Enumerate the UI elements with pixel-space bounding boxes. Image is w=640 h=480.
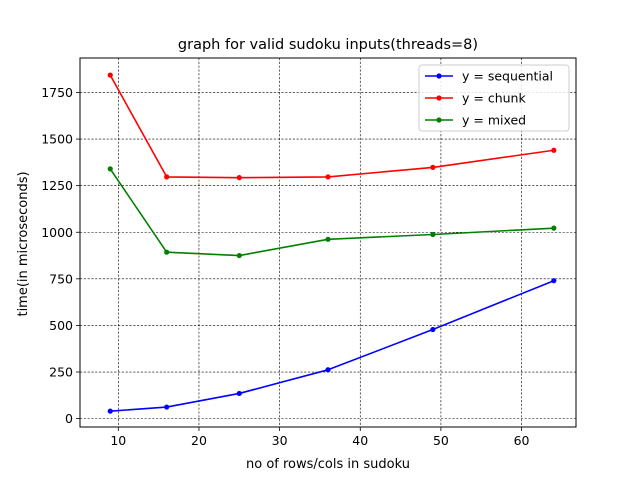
data-point-chunk	[430, 164, 436, 170]
y-tick-label: 1250	[41, 178, 73, 193]
data-point-sequential	[236, 390, 242, 397]
x-axis-label: no of rows/cols in sudoku	[246, 457, 410, 472]
x-tick-label: 50	[433, 433, 449, 448]
series-line-chunk	[109, 74, 554, 179]
data-point-mixed	[325, 236, 331, 242]
data-point-sequential	[107, 408, 113, 414]
series-layer	[107, 72, 557, 414]
x-tick-label: 10	[110, 433, 126, 448]
x-tick-label: 20	[191, 433, 207, 448]
y-tick-label: 500	[49, 318, 73, 333]
data-point-mixed	[164, 249, 170, 255]
data-point-chunk	[236, 175, 242, 181]
data-point-chunk	[551, 147, 557, 153]
y-tick-label: 1750	[41, 85, 73, 100]
series-line-sequential	[110, 279, 555, 412]
series-mixed	[107, 166, 557, 259]
legend-label: y = chunk	[462, 91, 526, 106]
x-tick-label: 40	[352, 433, 368, 448]
chart-title: graph for valid sudoku inputs(threads=8)	[178, 37, 478, 53]
data-point-sequential	[430, 326, 436, 333]
series-sequential	[107, 278, 557, 414]
data-point-mixed	[236, 252, 242, 259]
data-point-chunk	[325, 174, 331, 180]
data-point-chunk	[107, 72, 113, 78]
y-tick-label: 250	[49, 365, 73, 380]
data-point-sequential	[164, 404, 170, 410]
legend-label: y = sequential	[462, 69, 553, 84]
legend-item-sequential: y = sequential	[425, 69, 553, 84]
legend-box	[418, 64, 570, 132]
data-point-chunk	[164, 174, 170, 180]
legend-swatch-marker	[436, 73, 442, 79]
legend-item-chunk: y = chunk	[425, 91, 526, 106]
y-tick-label: 1000	[41, 225, 73, 240]
grid-lines	[80, 58, 576, 427]
legend-item-mixed: y = mixed	[425, 113, 526, 128]
axes-frame	[79, 57, 577, 428]
y-tick-label: 1500	[41, 132, 73, 147]
data-point-mixed	[107, 166, 113, 172]
series-line-mixed	[109, 168, 554, 257]
data-point-mixed	[551, 225, 557, 231]
y-tick-label: 0	[65, 411, 73, 426]
x-axis-ticks: 10 20 30 40 50 60	[110, 427, 530, 448]
y-axis-ticks: 0 250 500 750 1000 1250 1500 1750	[41, 85, 80, 426]
legend-label: y = mixed	[462, 113, 526, 128]
legend-swatch-marker	[436, 95, 442, 101]
data-point-mixed	[430, 231, 436, 238]
legend-swatch-marker	[436, 117, 442, 123]
legend: y = sequential y = chunk y = mixed	[418, 64, 570, 132]
y-axis-label: time(in microseconds)	[16, 171, 31, 316]
y-tick-label: 750	[49, 271, 73, 286]
data-point-sequential	[325, 367, 331, 373]
x-tick-label: 60	[514, 433, 530, 448]
series-chunk	[107, 72, 557, 181]
x-tick-label: 30	[272, 433, 288, 448]
data-point-sequential	[551, 278, 557, 284]
